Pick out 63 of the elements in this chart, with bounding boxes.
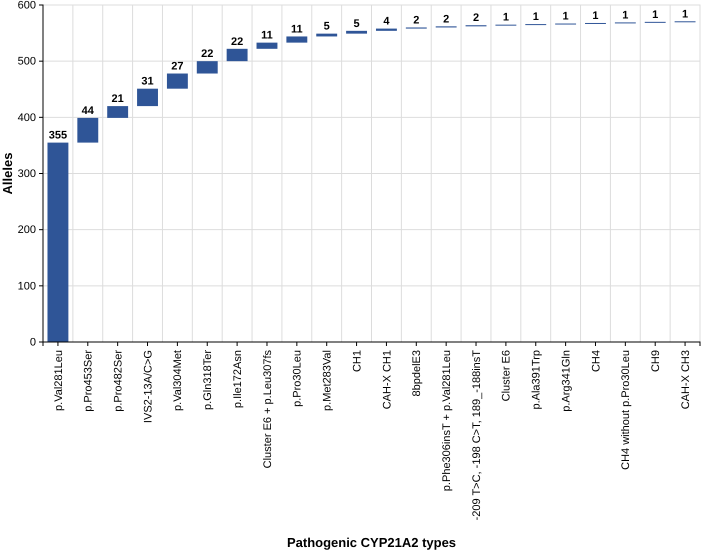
data-label: 1 xyxy=(682,8,688,20)
data-label: 31 xyxy=(141,76,154,88)
bar xyxy=(137,88,158,106)
data-label: 4 xyxy=(383,16,390,28)
data-label: 27 xyxy=(171,60,184,73)
bar xyxy=(77,118,98,143)
y-axis-title: Alleles xyxy=(0,152,15,194)
x-tick-label: 8bpdelE3 xyxy=(411,350,424,396)
data-label: 1 xyxy=(622,9,628,22)
x-tick-label: Cluster E6 xyxy=(500,350,513,402)
data-label: 5 xyxy=(324,20,330,33)
x-tick-label: p.Gln318Ter xyxy=(202,350,214,410)
x-tick-label: CAH-X CH1 xyxy=(381,350,394,410)
data-label: 11 xyxy=(291,23,303,36)
x-tick-label: p.Pro30Leu xyxy=(292,350,304,407)
x-tick-label: CH9 xyxy=(650,350,662,372)
y-tick-label: 300 xyxy=(18,168,36,180)
bar xyxy=(47,142,68,342)
x-tick-label: p.Phe306insT + p.Val281Leu xyxy=(441,350,454,492)
x-tick-label: p.Arg341Gln xyxy=(560,350,572,412)
x-tick-label: Cluster E6 + p.Leu307fs xyxy=(262,350,274,468)
x-tick-label: -209 T>C, -198 C>T, 189_-188insT xyxy=(470,350,483,520)
data-label: 2 xyxy=(413,14,420,26)
x-tick-label: CH4 xyxy=(590,350,602,372)
data-label: 44 xyxy=(82,104,95,117)
y-tick-label: 500 xyxy=(18,56,36,68)
bar xyxy=(226,48,248,62)
x-tick-label: p.Met283Val xyxy=(322,350,334,411)
x-tick-label: CH4 without p.Pro30Leu xyxy=(620,350,632,470)
y-tick-label: 400 xyxy=(18,112,36,124)
x-tick-label: p.Val281Leu xyxy=(52,350,65,411)
y-tick-label: 100 xyxy=(18,280,36,292)
x-tick-label: p.Ala391Trp xyxy=(530,350,543,410)
x-tick-label: p.Ile172Asn xyxy=(232,350,244,408)
x-tick-label: CAH-X CH3 xyxy=(680,350,692,410)
bar xyxy=(166,74,188,89)
x-tick-label: p.Pro482Ser xyxy=(112,350,125,412)
data-label: 11 xyxy=(261,30,273,42)
x-tick-label: p.Val304Met xyxy=(172,350,184,411)
data-label: 1 xyxy=(502,12,509,24)
data-label: 2 xyxy=(472,12,480,24)
data-label: 355 xyxy=(48,130,68,142)
y-tick-label: 200 xyxy=(18,224,36,236)
bar xyxy=(107,106,128,118)
x-tick-label: CH1 xyxy=(351,350,364,372)
data-label: 1 xyxy=(592,10,599,22)
bar xyxy=(316,34,338,36)
data-label: 21 xyxy=(112,93,124,106)
x-tick-label: p.Pro453Ser xyxy=(82,350,95,412)
data-label: 1 xyxy=(562,10,569,23)
bar xyxy=(286,36,308,43)
y-tick-label: 600 xyxy=(18,0,36,12)
x-tick-label: IVS2-13A/C>G xyxy=(142,350,154,424)
data-label: 22 xyxy=(201,48,214,60)
data-label: 22 xyxy=(230,36,244,48)
data-label: 2 xyxy=(443,13,450,26)
data-label: 1 xyxy=(532,11,539,24)
data-label: 1 xyxy=(652,8,658,21)
bar xyxy=(196,61,218,74)
x-axis-title: Pathogenic CYP21A2 types xyxy=(286,535,456,550)
data-label: 5 xyxy=(354,18,360,30)
y-tick-label: 0 xyxy=(30,336,36,349)
bar xyxy=(256,42,278,49)
